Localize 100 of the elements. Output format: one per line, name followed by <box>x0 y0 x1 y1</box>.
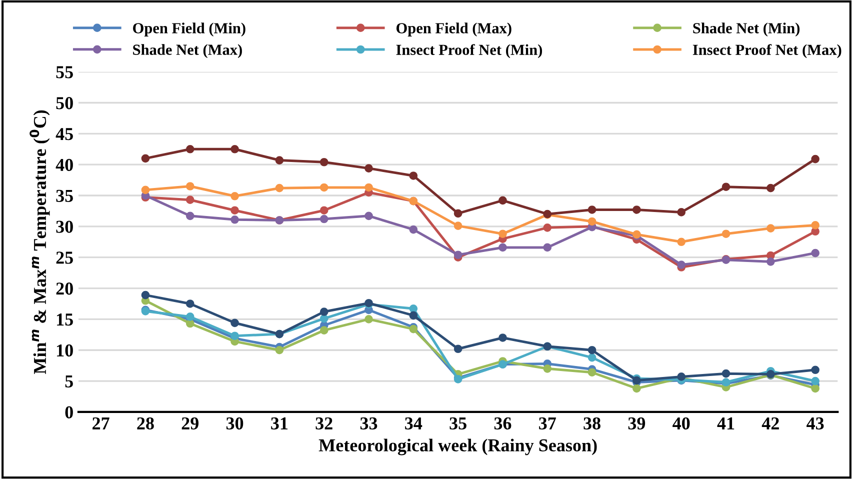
point <box>230 206 239 215</box>
point <box>141 186 150 194</box>
point <box>275 156 284 164</box>
point <box>632 384 641 393</box>
point <box>454 344 462 354</box>
point <box>275 346 284 354</box>
point <box>230 332 239 340</box>
point <box>186 319 194 328</box>
x-tick-label: 27 <box>92 417 110 430</box>
point <box>766 258 775 266</box>
point <box>498 196 507 205</box>
point <box>677 260 686 269</box>
x-tick-label: 33 <box>360 417 378 430</box>
point <box>409 225 418 234</box>
y-tick-label: 20 <box>56 282 73 295</box>
x-tick-label: 39 <box>628 417 646 430</box>
point <box>186 300 194 308</box>
point <box>722 230 730 238</box>
point <box>811 384 820 393</box>
x-tick-label: 42 <box>762 417 779 430</box>
x-tick-label: 41 <box>717 417 734 430</box>
point <box>409 311 418 320</box>
point <box>454 222 462 230</box>
point <box>230 192 239 200</box>
y-tick-label: 0 <box>65 406 73 418</box>
x-axis-title: Meteorological week (Rainy Season) <box>318 438 597 456</box>
legend-label: Insect Proof Net (Min) <box>396 44 542 58</box>
point <box>320 214 328 224</box>
x-tick-label: 29 <box>182 417 198 430</box>
point <box>230 215 239 224</box>
point <box>588 346 596 354</box>
point <box>811 154 820 164</box>
legend-label: Insect Proof Net (Max) <box>692 44 842 58</box>
point <box>498 334 507 342</box>
x-tick-label: 34 <box>405 417 422 430</box>
point <box>766 184 775 192</box>
point <box>632 206 641 214</box>
point <box>588 206 596 214</box>
point <box>766 224 775 232</box>
point <box>454 209 462 218</box>
point <box>498 243 507 252</box>
point <box>588 353 596 362</box>
x-tick-label: 40 <box>672 417 690 430</box>
y-tick-label: 15 <box>57 314 73 326</box>
legend-label: Shade Net (Max) <box>133 44 242 58</box>
legend-label: Open Field (Min) <box>133 22 246 36</box>
point <box>364 212 373 220</box>
y-tick-label: 55 <box>56 66 73 78</box>
point <box>275 184 284 192</box>
point <box>320 308 328 316</box>
point <box>811 366 820 374</box>
point <box>677 238 686 246</box>
point <box>230 318 239 328</box>
point <box>186 144 194 154</box>
x-tick-label: 36 <box>494 417 512 430</box>
point <box>588 217 596 226</box>
point <box>320 314 328 323</box>
y-tick-label: 30 <box>56 220 73 233</box>
point <box>320 206 328 215</box>
x-tick-label: 37 <box>539 417 556 430</box>
point <box>811 221 820 230</box>
point <box>141 154 150 163</box>
x-tick-label: 30 <box>226 417 244 430</box>
x-tick-label: 35 <box>450 417 466 430</box>
point <box>543 364 552 373</box>
y-tick-label: 35 <box>56 190 73 202</box>
point <box>722 182 730 192</box>
point <box>186 182 194 190</box>
point <box>364 164 373 172</box>
point <box>409 172 418 180</box>
y-axis-title: Min$^{m}$ & Max$^{m}$ Temperature ($^{0}$C) <box>30 110 50 374</box>
legend-label: Shade Net (Min) <box>693 22 800 36</box>
x-tick-label: 31 <box>271 417 288 430</box>
point <box>320 183 328 192</box>
point <box>677 208 686 216</box>
point <box>409 304 418 313</box>
x-tick-label: 43 <box>806 417 824 430</box>
point <box>722 369 730 378</box>
y-tick-label: 10 <box>57 344 73 357</box>
point <box>141 290 150 300</box>
point <box>454 250 462 260</box>
x-tick-label: 28 <box>137 417 154 430</box>
point <box>364 183 373 192</box>
point <box>811 376 820 386</box>
point <box>498 230 507 238</box>
legend-label: Open Field (Max) <box>396 22 512 36</box>
y-tick-label: 45 <box>56 128 73 140</box>
y-tick-label: 50 <box>56 97 73 110</box>
y-tick-label: 40 <box>56 158 73 172</box>
point <box>543 243 552 252</box>
point <box>186 196 194 204</box>
point <box>320 326 328 334</box>
point <box>364 315 373 324</box>
point <box>543 224 552 232</box>
x-tick-label: 32 <box>316 417 332 430</box>
point <box>230 144 239 154</box>
x-tick-label: 38 <box>584 417 600 430</box>
point <box>811 248 820 258</box>
y-tick-label: 25 <box>56 252 73 264</box>
point <box>320 158 328 166</box>
